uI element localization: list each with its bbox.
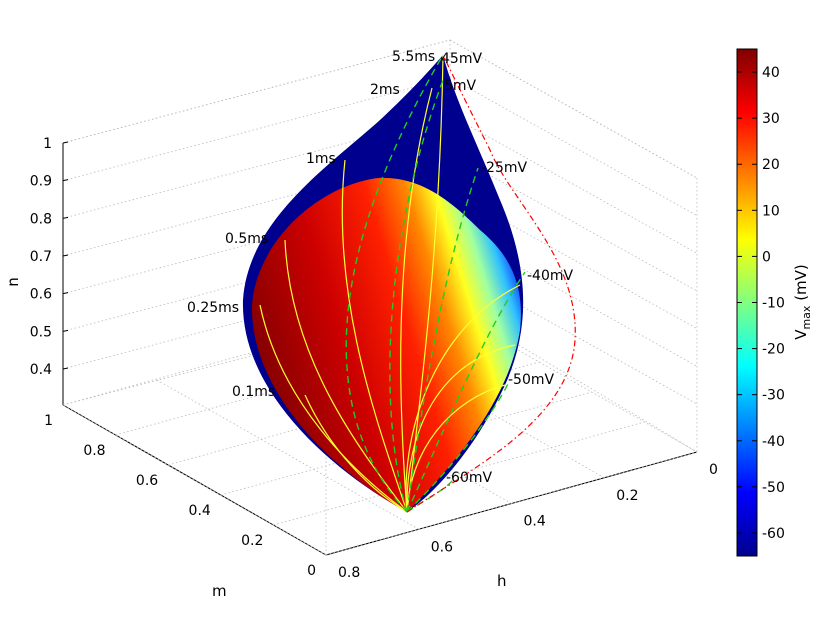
time-contour-0-25ms [259,304,408,513]
voltage-contour-45mV [345,54,444,513]
m-tick-label: 0.2 [241,533,263,549]
colorbar-tick-label: -30 [762,388,785,404]
colorbar-tick-label: -40 [762,434,785,450]
voltage-label-40mV: -40mV [527,268,574,284]
colorbar-tick-label: 30 [762,111,780,127]
colorbar-tick-label: -50 [762,480,785,496]
voltage-label-50mV: -50mV [508,372,555,388]
time-label-0-1ms: 0.1ms [232,384,275,400]
voltage-contour-labels: 45mV 5mV -25mV -40mV -50mV -60mV [441,51,574,486]
voltage-contour-40mV [406,271,526,513]
colorbar: 40 30 20 10 0 -10 -20 -30 -40 -50 -60 Vmax (mV) [736,48,813,557]
time-label-0-5ms: 0.5ms [225,231,268,247]
time-contour-labels: 5.5ms 2ms 1ms 0.5ms 0.25ms 0.1ms [187,49,435,400]
m-tick-label: 0.4 [189,503,211,519]
colorbar-tick-label: -20 [762,342,785,358]
voltage-contour-5mV [389,79,444,513]
n-tick-label: 0.6 [30,287,52,303]
n-tick-label: 0.4 [30,362,52,378]
n-tick-label: 0.8 [30,211,52,227]
colorbar-tick-label: -10 [762,296,785,312]
time-contours [259,54,521,513]
time-contour-inner-c [406,384,506,513]
voltage-contour-25mV [406,167,479,513]
h-tick-label: 0 [709,462,718,478]
n-tick-label: 1 [43,136,52,152]
colorbar-tick-label: 10 [762,203,780,219]
time-label-5-5ms: 5.5ms [392,49,435,65]
h-axis: h 0 0.2 0.4 0.6 0.8 [338,462,718,590]
voltage-label-45mV: 45mV [441,51,482,67]
colorbar-tick-label: 40 [762,65,780,81]
voltage-label-5mV: 5mV [444,78,477,94]
voltage-label-60mV: -60mV [446,470,493,486]
colorbar-tick-label: 20 [762,157,780,173]
time-contour-inner-b [406,344,516,513]
time-label-1ms: 1ms [306,151,336,167]
time-contour-1ms [341,159,408,513]
m-tick-label: 0.8 [83,443,105,459]
m-tick-label: 0 [307,563,316,579]
n-axis-label: n [4,277,22,287]
m-axis: m 0 0.2 0.4 0.6 0.8 1 [44,413,316,600]
time-contour-2ms [400,87,433,513]
h-tick-label: 0.4 [524,514,546,530]
surface [242,55,524,512]
voltage-label-25mV: -25mV [481,160,528,176]
h-tick-label: 0.6 [431,539,453,555]
n-axis: n 0.4 0.5 0.6 0.7 0.8 0.9 1 [4,136,69,378]
colorbar-tick-label: 0 [762,249,771,265]
m-axis-label: m [212,582,227,600]
n-tick-label: 0.9 [30,174,52,190]
colorbar-label: Vmax (mV) [792,264,813,340]
time-contour-0-5ms [284,239,408,513]
n-tick-label: 0.7 [30,249,52,265]
h-axis-label: h [497,572,507,590]
time-label-2ms: 2ms [370,82,400,98]
colorbar-tick-label: -60 [762,526,785,542]
n-tick-label: 0.5 [30,324,52,340]
h-tick-label: 0.2 [616,488,638,504]
time-label-0-25ms: 0.25ms [187,300,239,316]
reference-curve [406,54,576,513]
m-tick-label: 0.6 [136,473,158,489]
voltage-contour-50mV [406,379,511,513]
time-contour-inner-a [405,284,521,513]
h-tick-label: 0.8 [338,565,360,581]
time-contour-0-1ms [304,394,408,513]
m-tick-label: 1 [44,413,53,429]
time-contour-5-5ms [406,54,444,513]
